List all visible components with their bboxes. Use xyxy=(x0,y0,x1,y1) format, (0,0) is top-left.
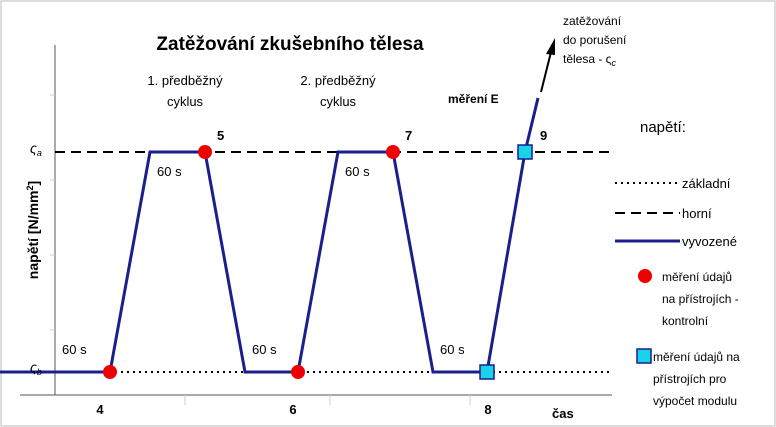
cycle1: 1. předběžný cyklus xyxy=(147,73,223,109)
legend-title: napětí: xyxy=(640,119,686,136)
title: Zatěžování zkušebního tělesa xyxy=(156,34,424,55)
point-label: 7 xyxy=(405,128,412,143)
legend-text: měření údajů na přístrojích -kontrolní xyxy=(662,270,739,328)
x-label: 6 xyxy=(289,402,296,417)
legend-control xyxy=(638,269,652,283)
arrow-head xyxy=(546,38,555,55)
failure: zatěžování do porušení tělesa - ςc xyxy=(563,14,627,68)
load-path xyxy=(0,97,540,374)
sigma-a: ςa xyxy=(30,140,42,158)
duration: 60 s xyxy=(157,164,182,179)
modulus-points xyxy=(479,144,533,380)
duration: 60 s xyxy=(345,164,370,179)
duration: 60 s xyxy=(440,342,465,357)
cycle2: 2. předběžný cyklus xyxy=(300,73,376,109)
duration: 60 s xyxy=(62,342,87,357)
duration: 60 s xyxy=(252,342,277,357)
measure-e: měření E xyxy=(448,92,499,106)
x-axis-label: čas xyxy=(552,406,574,421)
legend-text: základní xyxy=(682,176,731,191)
grid xyxy=(50,94,471,405)
x-label: 8 xyxy=(484,402,491,417)
point-label: 5 xyxy=(217,128,224,143)
arrow xyxy=(540,51,552,93)
y-label: napětí [N/mm2] xyxy=(25,181,41,279)
legend-text: měření údajů na přístrojích pro výpočet mo… xyxy=(653,350,740,408)
x-label: 4 xyxy=(96,402,104,417)
sigma-b: ςb xyxy=(30,359,42,377)
point-label: 9 xyxy=(540,128,547,143)
legend-text: vyvozené xyxy=(682,234,737,249)
legend-modulus xyxy=(636,348,652,364)
legend-text: horní xyxy=(682,206,712,221)
control-points xyxy=(103,145,400,379)
